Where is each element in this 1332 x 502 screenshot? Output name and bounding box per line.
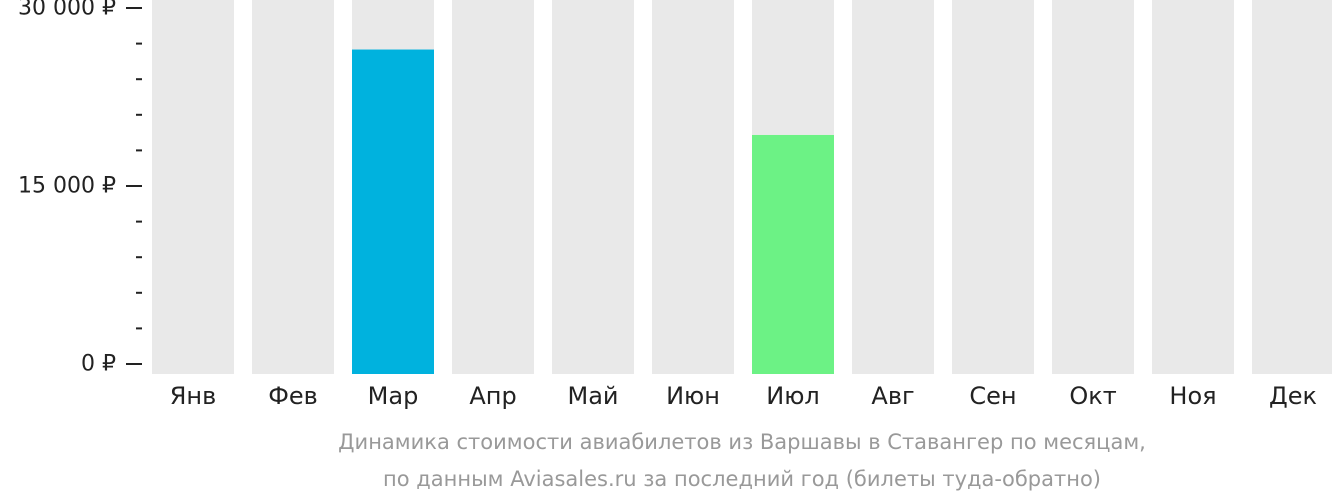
y-tick-label: 30 000 ₽	[18, 0, 116, 21]
y-tick-label: 15 000 ₽	[18, 174, 116, 199]
chart-caption-line2: по данным Aviasales.ru за последний год …	[383, 467, 1101, 491]
y-tick-label: 0 ₽	[81, 352, 116, 377]
bar-background	[452, 0, 534, 374]
x-axis: Янв Фев Мар Апр Май Июн Июл Авг Сен Окт Ноя Дек	[170, 382, 1317, 410]
x-tick-label: Дек	[1269, 382, 1317, 410]
x-tick-label: Авг	[871, 382, 914, 410]
y-axis: 0 ₽ 15 000 ₽ 30 000 ₽	[18, 0, 142, 377]
bar-background	[152, 0, 234, 374]
x-tick-label: Апр	[469, 382, 516, 410]
bars-group	[152, 0, 1332, 375]
x-tick-label: Окт	[1069, 382, 1116, 410]
bar-background	[1152, 0, 1234, 374]
bar-background	[1252, 0, 1332, 374]
chart-caption-line1: Динамика стоимости авиабилетов из Варшав…	[338, 430, 1146, 454]
bar-background	[652, 0, 734, 374]
x-tick-label: Июл	[766, 382, 820, 410]
x-tick-label: Сен	[969, 382, 1016, 410]
x-tick-label: Янв	[170, 382, 217, 410]
bar-value-Мар	[352, 49, 434, 375]
price-chart: 0 ₽ 15 000 ₽ 30 000 ₽ Янв Фев Мар Апр Май Июн Ию…	[18, 0, 1332, 410]
x-tick-label: Фев	[268, 382, 318, 410]
bar-background	[952, 0, 1034, 374]
bar-background	[852, 0, 934, 374]
bar-background	[252, 0, 334, 374]
x-tick-label: Мар	[368, 382, 419, 410]
x-tick-label: Ноя	[1169, 382, 1216, 410]
x-tick-label: Май	[567, 382, 618, 410]
bar-value-Июл	[752, 134, 834, 374]
bar-background	[552, 0, 634, 374]
x-tick-label: Июн	[666, 382, 720, 410]
bar-background	[1052, 0, 1134, 374]
